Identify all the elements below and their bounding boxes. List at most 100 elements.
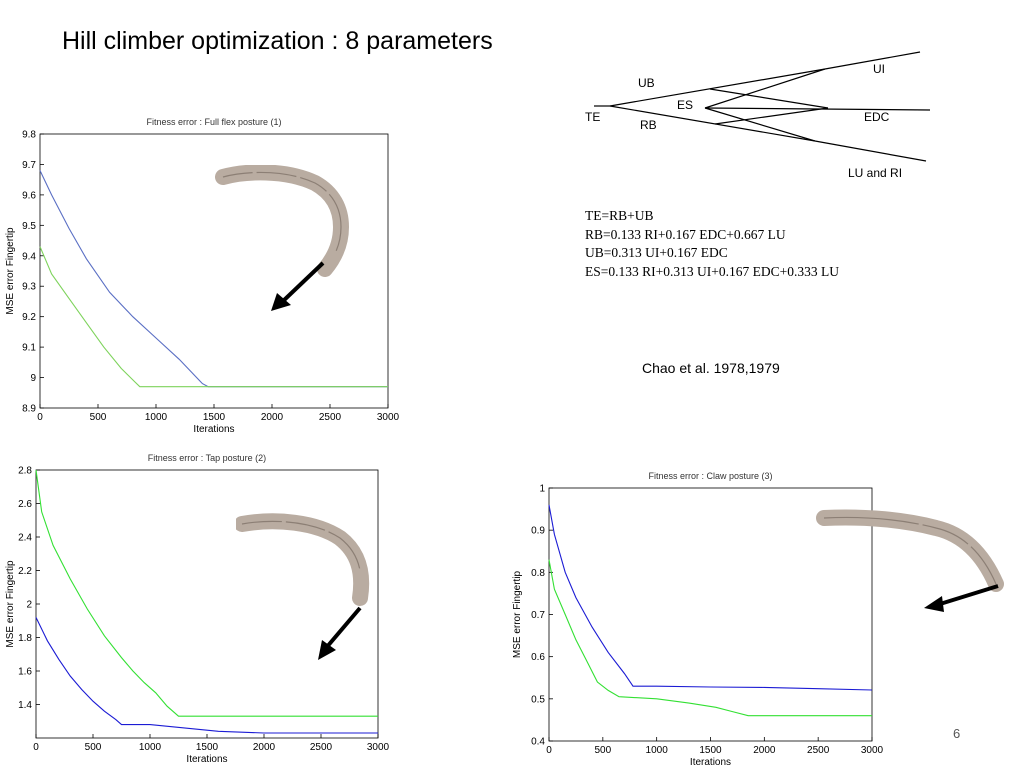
force-arrow-icon: [271, 261, 325, 311]
x-tick-label: 1000: [139, 742, 162, 753]
finger-bone-icon: [215, 164, 350, 277]
diagram-label-te: TE: [585, 110, 600, 124]
y-tick-label: 0.7: [531, 610, 545, 621]
x-tick-label: 500: [85, 742, 102, 753]
x-tick-label: 2500: [319, 412, 342, 423]
y-tick-label: 9.3: [22, 282, 36, 293]
y-tick-label: 0.8: [531, 568, 545, 579]
diagram-line-ub: [609, 68, 826, 107]
diagram-line-es-ui: [704, 68, 826, 109]
diagram-label-lu-ri: LU and RI: [848, 166, 902, 180]
y-tick-label: 2.4: [18, 533, 32, 544]
diagram-line-rb-edc: [714, 107, 829, 125]
y-tick-label: 9.7: [22, 160, 36, 171]
x-tick-label: 500: [90, 412, 107, 423]
finger-bone-icon: [234, 513, 370, 606]
x-axis-label: Iterations: [186, 754, 227, 765]
y-tick-label: 1.4: [18, 700, 32, 711]
series-line-2: [548, 559, 872, 717]
y-tick-label: 0.5: [531, 694, 545, 705]
finger-illustration-full-flex: [215, 164, 355, 315]
x-tick-label: 2500: [310, 742, 333, 753]
force-arrow-icon: [924, 584, 999, 612]
equation-rb: RB=0.133 RI+0.167 EDC+0.667 LU: [585, 226, 786, 242]
x-tick-label: 3000: [861, 745, 884, 756]
x-tick-label: 0: [33, 742, 39, 753]
x-axis-label: Iterations: [690, 757, 731, 768]
x-tick-label: 500: [594, 745, 611, 756]
x-tick-label: 2000: [261, 412, 284, 423]
y-axis-label: MSE error Fingertip: [5, 227, 16, 315]
y-axis-label: MSE error Fingertip: [512, 570, 523, 658]
x-tick-label: 1000: [145, 412, 168, 423]
x-axis-label: Iterations: [193, 424, 234, 435]
x-tick-label: 0: [37, 412, 43, 423]
series-line-1: [35, 617, 378, 734]
x-tick-label: 2000: [753, 745, 776, 756]
diagram-line-lu-ri: [814, 140, 927, 162]
slide-title: Hill climber optimization : 8 parameters: [62, 27, 493, 55]
y-tick-label: 9.5: [22, 221, 36, 232]
y-tick-label: 9.1: [22, 343, 36, 354]
y-tick-label: 9: [30, 373, 36, 384]
y-tick-label: 2.2: [18, 566, 32, 577]
x-tick-label: 2000: [253, 742, 276, 753]
y-tick-label: 9.6: [22, 190, 36, 201]
equation-te: TE=RB+UB: [585, 208, 654, 223]
diagram-label-rb: RB: [640, 118, 657, 132]
y-tick-label: 1: [539, 484, 545, 495]
series-line-2: [35, 469, 378, 717]
y-tick-label: 9.8: [22, 130, 36, 141]
equation-ub: UB=0.313 UI+0.167 EDC: [585, 245, 728, 260]
x-tick-label: 0: [546, 745, 552, 756]
finger-illustration-tap: [234, 512, 376, 664]
x-tick-label: 1500: [196, 742, 219, 753]
y-tick-label: 9.4: [22, 251, 36, 262]
diagram-label-ui: UI: [873, 62, 885, 76]
y-tick-label: 1.6: [18, 667, 32, 678]
x-tick-label: 3000: [367, 742, 390, 753]
x-tick-label: 2500: [807, 745, 830, 756]
y-tick-label: 1.8: [18, 633, 32, 644]
x-tick-label: 1500: [699, 745, 722, 756]
finger-bone-icon: [816, 509, 1004, 592]
chart-title: Fitness error : Tap posture (2): [148, 453, 266, 463]
y-tick-label: 2.6: [18, 499, 32, 510]
chart-full-flex: Fitness error : Full flex posture (1) 0 50…: [0, 108, 400, 438]
tendon-diagram: TE UB RB ES UI EDC LU and RI: [580, 45, 940, 185]
diagram-label-edc: EDC: [864, 110, 890, 124]
diagram-line-rb: [609, 105, 816, 142]
chart-title: Fitness error : Full flex posture (1): [146, 117, 281, 127]
diagram-line-es-lu: [704, 107, 816, 142]
series-line-1: [39, 170, 388, 388]
equation-es: ES=0.133 RI+0.313 UI+0.167 EDC+0.333 LU: [585, 263, 839, 279]
y-axis-label: MSE error Fingertip: [5, 560, 16, 648]
chart-full-flex-svg: Fitness error : Full flex posture (1) 0 50…: [5, 117, 400, 435]
equations-block: TE=RB+UB RB=0.133 RI+0.167 EDC+0.667 LU …: [585, 207, 839, 281]
x-tick-label: 1500: [203, 412, 226, 423]
chart-tap-svg: Fitness error : Tap posture (2) 0 500 1000 1…: [5, 453, 390, 765]
diagram-line-ui: [824, 51, 921, 70]
chart-claw-svg: Fitness error : Claw posture (3) 0 500 1000…: [512, 471, 884, 768]
finger-illustration-claw: [816, 500, 1006, 615]
diagram-label-es: ES: [677, 98, 693, 112]
y-tick-label: 9.2: [22, 312, 36, 323]
x-tick-label: 3000: [377, 412, 400, 423]
y-tick-label: 0.9: [531, 526, 545, 537]
series-line-1: [548, 504, 873, 691]
force-arrow-icon: [318, 606, 362, 660]
y-tick-label: 8.9: [22, 404, 36, 415]
chart-claw: Fitness error : Claw posture (3) 0 500 1000…: [507, 464, 884, 768]
diagram-line-ub-edc: [709, 88, 829, 109]
series-line-2: [39, 246, 388, 388]
diagram-label-ub: UB: [638, 76, 655, 90]
y-tick-label: 0.6: [531, 652, 545, 663]
page-number: 6: [953, 726, 961, 741]
chart-tap: Fitness error : Tap posture (2) 0 500 1000 1…: [0, 448, 392, 768]
citation: Chao et al. 1978,1979: [642, 360, 780, 376]
y-tick-label: 0.4: [531, 737, 545, 748]
x-tick-label: 1000: [646, 745, 669, 756]
y-tick-label: 2.8: [18, 466, 32, 477]
chart-title: Fitness error : Claw posture (3): [648, 471, 772, 481]
y-tick-label: 2: [26, 600, 32, 611]
